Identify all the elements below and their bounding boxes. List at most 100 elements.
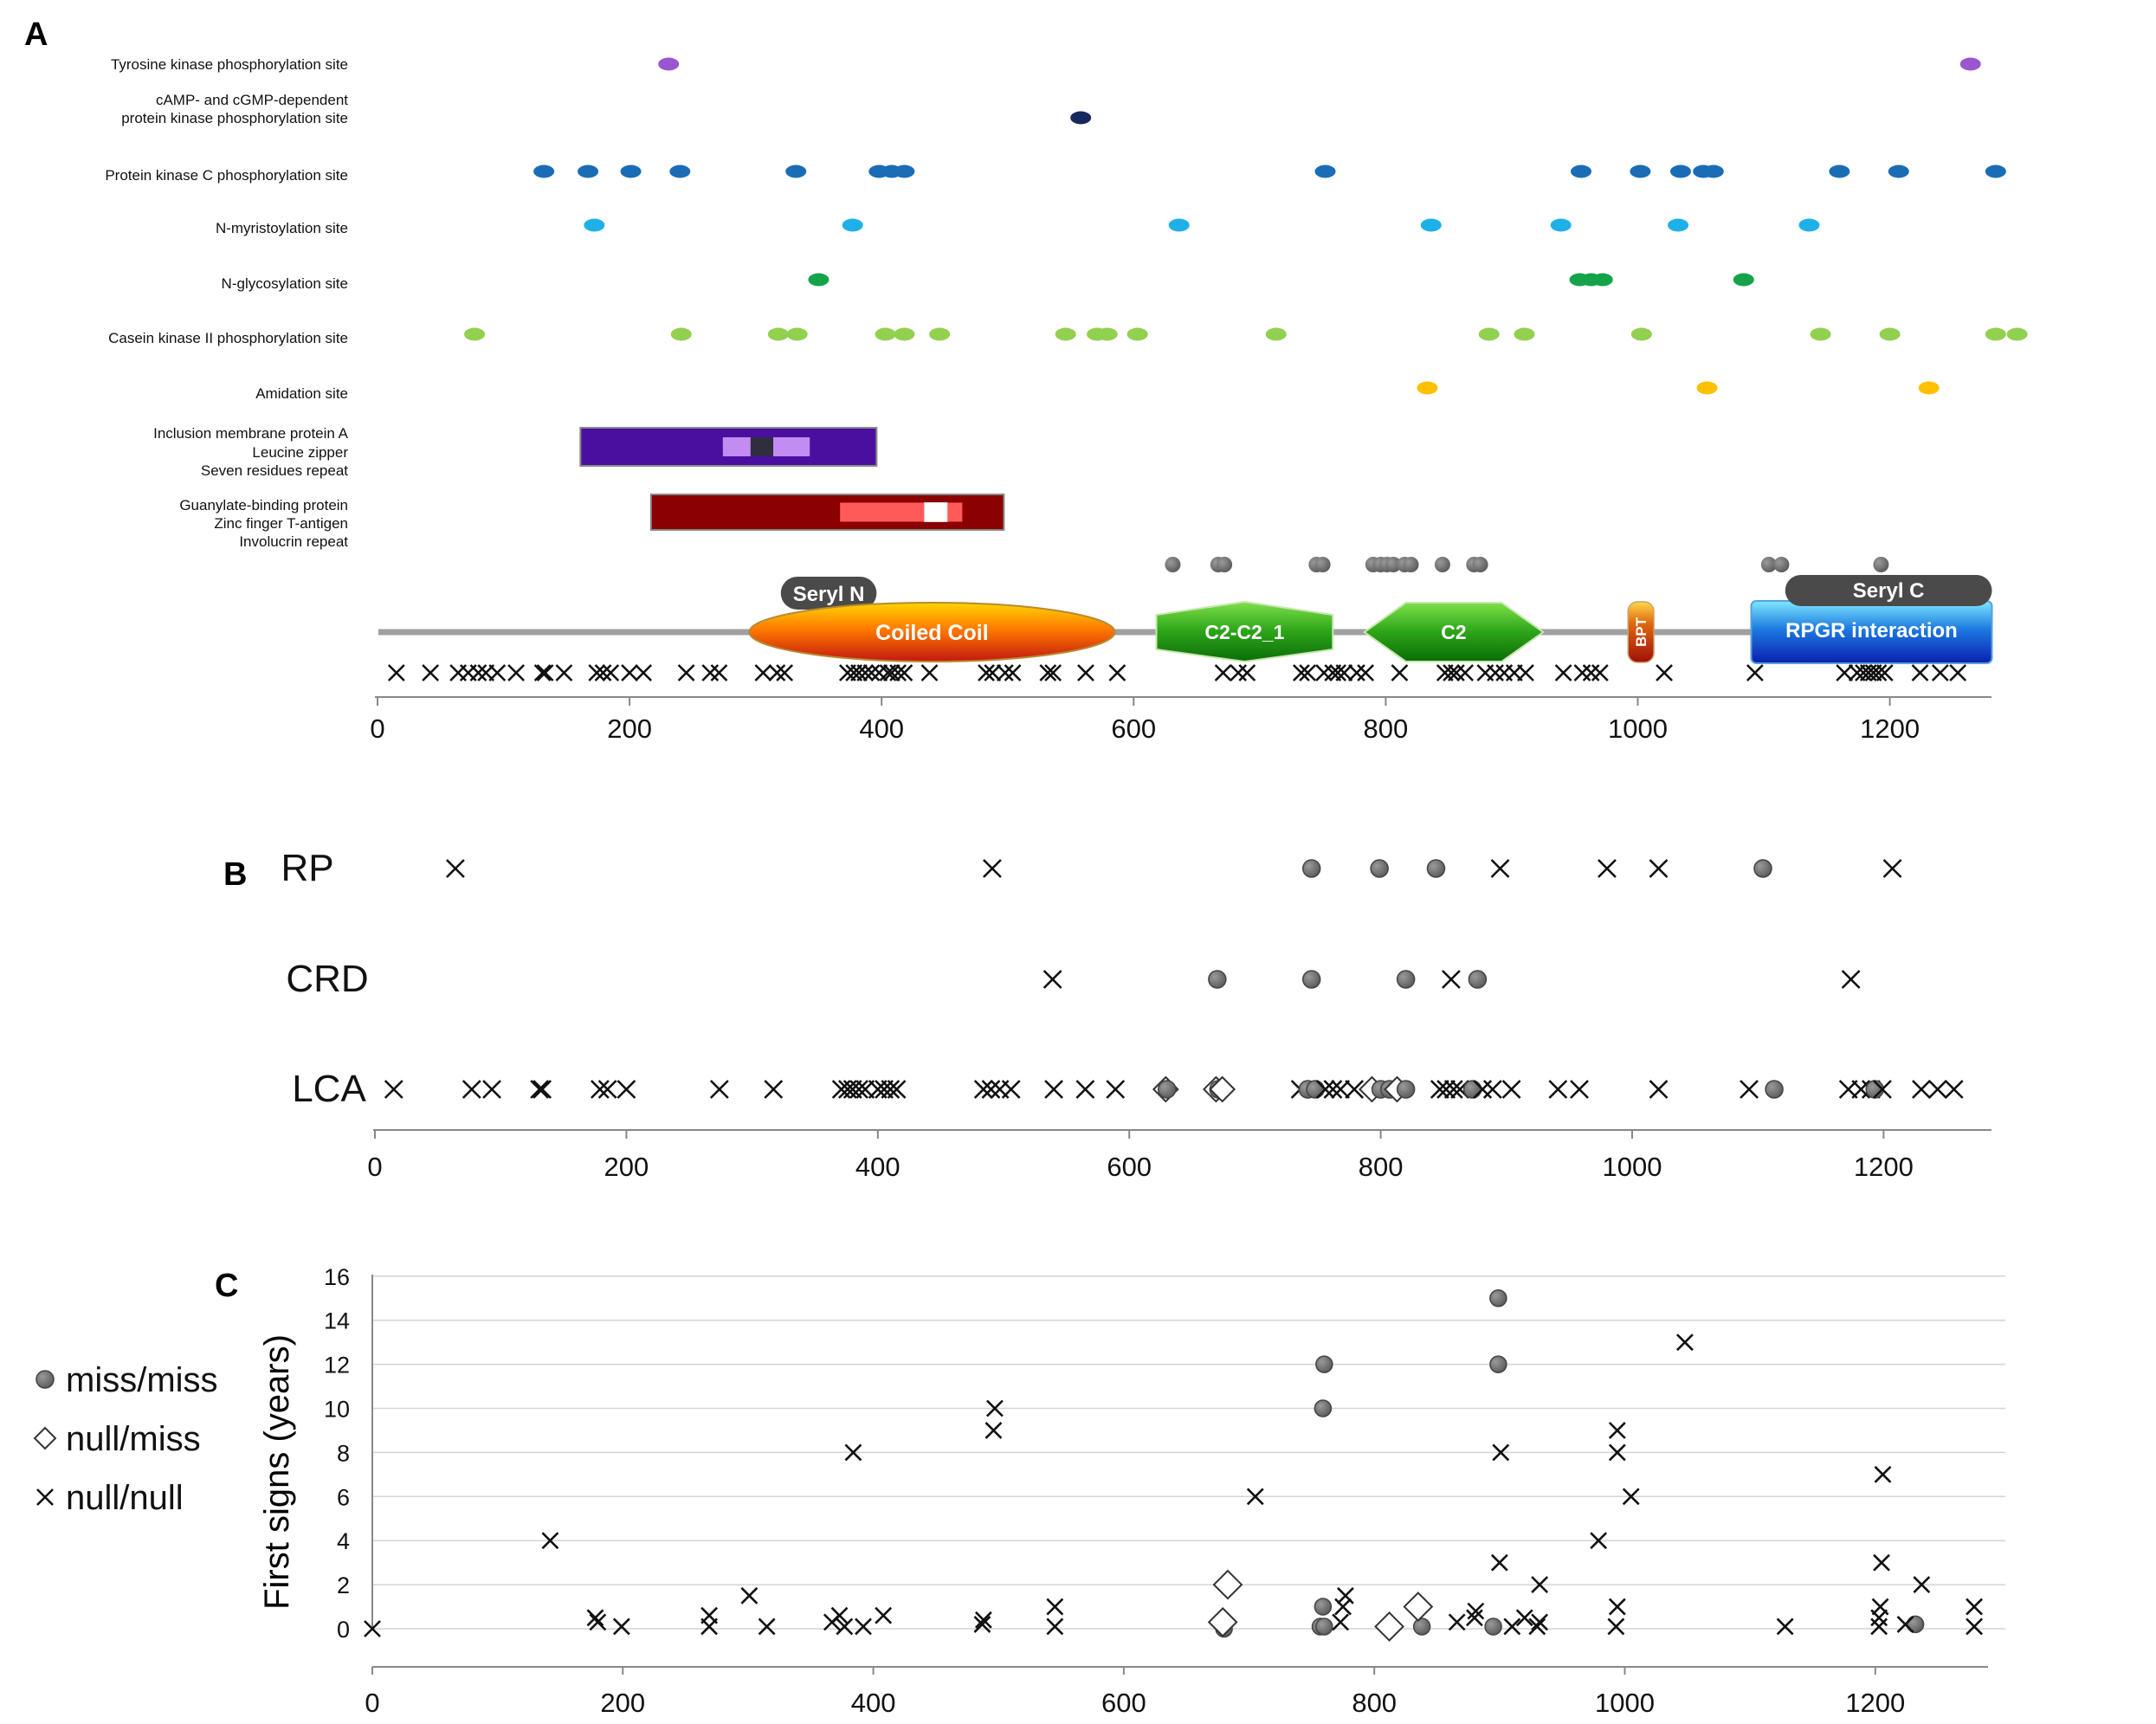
point-null-null [855,1617,872,1636]
cross-stroke [1337,1586,1354,1605]
row-cross-marker [1441,970,1461,989]
cross-stroke [1456,664,1475,681]
motif-site-dot [1696,381,1718,395]
truncating-cross [710,664,728,681]
row-cross-marker [1345,1080,1365,1099]
row-cross-marker [482,1080,501,1099]
point-null-null [364,1620,381,1637]
cross-stroke [1001,1080,1021,1099]
missense-dot [1434,557,1450,572]
cross-stroke [768,664,786,681]
cross-stroke [602,664,620,681]
point-null-null [758,1617,776,1636]
motif-site-dot [842,218,863,232]
y-tick-label: 16 [324,1264,350,1290]
motif-site-dot [1070,111,1092,125]
cross-stroke [875,1606,893,1624]
cross-stroke [776,664,794,681]
domain-seryl-n-label: Seryl N [793,583,865,606]
panel-c-ylabel: First signs (years) [258,1334,296,1610]
cross-stroke [1598,859,1617,878]
domain-seryl-c-label: Seryl C [1853,579,1925,603]
row-circle-marker [1426,859,1446,878]
x-tick-label: 1200 [1845,1688,1905,1718]
cross-stroke [1531,1576,1549,1594]
legend-label: null/miss [66,1420,201,1458]
x-tick-label: 1000 [1595,1688,1655,1718]
row-cross-marker [1443,1080,1463,1099]
motif-site-dot [1798,218,1820,232]
cross-stroke [881,1080,900,1099]
point-miss-miss [1489,1355,1507,1373]
point-null-miss [1374,1611,1404,1642]
motif-site-dot [1888,165,1909,178]
row-circle-marker [1306,1080,1325,1099]
cross-stroke [488,664,507,681]
row-cross-marker [1042,970,1062,989]
cross-stroke [1873,1553,1890,1572]
cross-stroke [446,859,465,878]
motif-site-dot [1096,327,1118,341]
truncating-cross [621,664,639,681]
cross-stroke [754,664,772,681]
cross-stroke [616,1080,636,1099]
row-cross-marker [1044,1080,1063,1099]
truncating-cross [1869,664,1888,681]
point-null-null [1528,1617,1546,1636]
truncating-cross [862,664,881,681]
panel-label-a: A [24,16,48,53]
truncating-cross [488,664,507,681]
motif-site-dot [1478,327,1500,341]
point-null-null [1467,1602,1485,1620]
point-null-null [586,1609,604,1627]
axis-tick-label: 0 [370,713,384,744]
domain-bpt-label: BPT [1633,617,1649,647]
point-null-null [830,1606,849,1624]
row-cross-marker [1323,1080,1343,1099]
panel-label-b: B [223,856,247,893]
row-circle-marker [1301,970,1321,989]
motif-site-dot [1810,327,1831,341]
cross-stroke [1548,1080,1568,1099]
truncating-cross [850,664,868,681]
truncating-cross [1335,664,1353,681]
cross-stroke [1622,1488,1640,1506]
motif-site-dot [894,165,915,178]
row-circle-marker [1301,859,1321,878]
cross-stroke [1391,664,1409,681]
row-label-rp: RP [281,847,333,889]
cross-stroke [384,1080,403,1099]
cross-stroke [973,1615,991,1633]
point-null-null [1966,1617,1983,1636]
cross-stroke [1517,664,1534,681]
point-null-null [612,1617,630,1636]
axis-tick-label: 1200 [1854,1152,1914,1182]
cross-stroke [1004,664,1022,681]
cross-stroke [586,1609,604,1627]
row-cross-marker [462,1080,481,1099]
row-cross-marker [1927,1080,1947,1099]
cross-stroke [482,1080,501,1099]
cross-stroke [700,1606,719,1624]
motif-site-dot [1550,218,1572,232]
motif-site-dot [1669,165,1691,178]
missense-dot [1472,557,1488,572]
point-null-null [1332,1613,1350,1631]
cross-stroke [850,664,868,681]
cross-stroke [1315,1080,1335,1099]
legend-marker-cross [36,1488,54,1506]
truncating-cross [1077,664,1094,681]
cross-stroke [1436,1080,1456,1099]
truncating-cross [536,664,554,681]
cross-stroke [1608,1422,1626,1439]
row-circle-marker [1396,970,1416,989]
cross-stroke [1345,1080,1365,1099]
track-label: cAMP- and cGMP-dependent [156,92,348,108]
truncating-cross [1931,664,1949,681]
motif-site-dot [669,165,691,178]
panel-a-motif-dots [464,57,2028,395]
cross-stroke [1944,1080,1964,1099]
truncating-cross [1391,664,1409,681]
cross-stroke [1740,1080,1759,1099]
truncating-cross [889,664,907,681]
